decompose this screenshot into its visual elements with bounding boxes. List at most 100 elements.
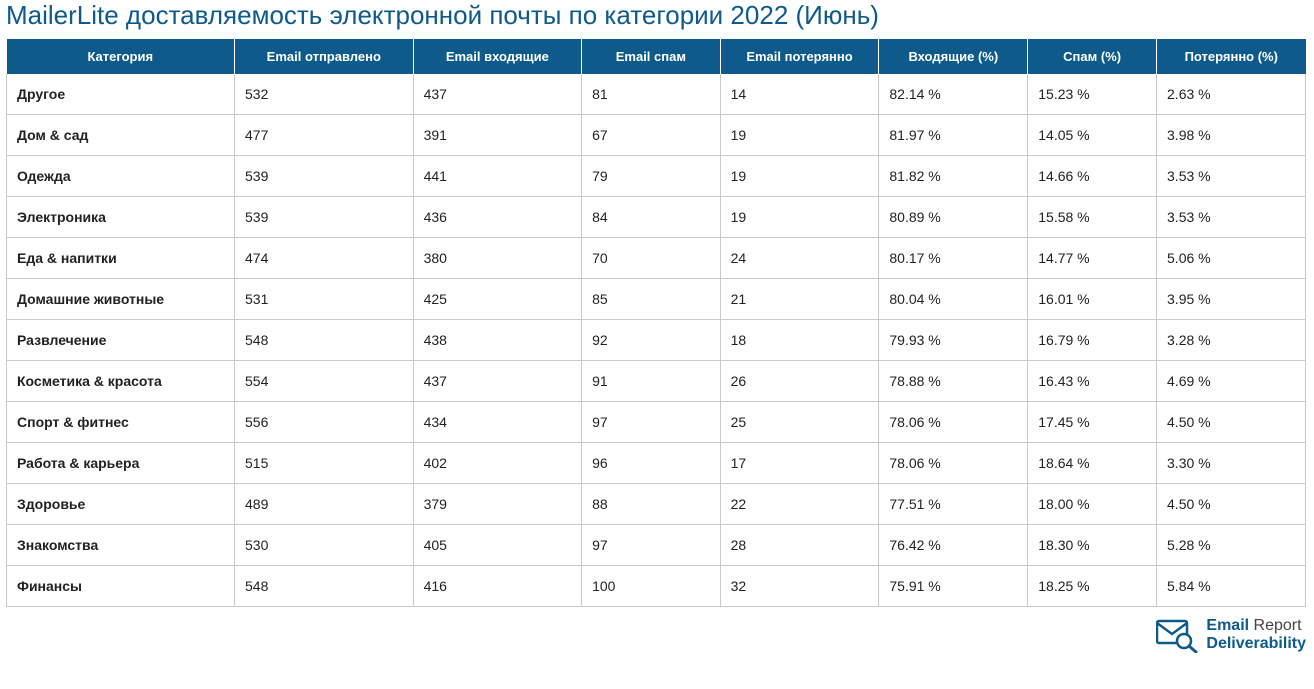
table-cell: 14.05 %	[1028, 115, 1157, 156]
col-header-spam: Email спам	[582, 39, 721, 74]
table-cell: 79.93 %	[879, 320, 1028, 361]
table-cell: 14	[720, 74, 879, 115]
footer-brand-rest: Report	[1249, 617, 1301, 634]
table-cell: 5.06 %	[1157, 238, 1306, 279]
table-cell: 78.88 %	[879, 361, 1028, 402]
table-cell: 16.79 %	[1028, 320, 1157, 361]
table-header-row: Категория Email отправлено Email входящи…	[7, 39, 1306, 74]
table-cell: 489	[235, 484, 414, 525]
table-cell: 81.97 %	[879, 115, 1028, 156]
table-cell: 97	[582, 525, 721, 566]
table-row: Дом & сад477391671981.97 %14.05 %3.98 %	[7, 115, 1306, 156]
table-cell: 438	[413, 320, 582, 361]
table-cell: 14.66 %	[1028, 156, 1157, 197]
table-cell: 80.04 %	[879, 279, 1028, 320]
table-cell: 67	[582, 115, 721, 156]
table-cell: 405	[413, 525, 582, 566]
table-cell: 18.00 %	[1028, 484, 1157, 525]
table-cell: 3.53 %	[1157, 156, 1306, 197]
table-cell: 70	[582, 238, 721, 279]
table-row: Другое532437811482.14 %15.23 %2.63 %	[7, 74, 1306, 115]
table-row: Электроника539436841980.89 %15.58 %3.53 …	[7, 197, 1306, 238]
table-cell: 26	[720, 361, 879, 402]
table-cell: 15.58 %	[1028, 197, 1157, 238]
table-cell: 77.51 %	[879, 484, 1028, 525]
deliverability-table: Категория Email отправлено Email входящи…	[6, 39, 1306, 607]
table-cell: 82.14 %	[879, 74, 1028, 115]
table-cell: 437	[413, 74, 582, 115]
table-cell: 80.89 %	[879, 197, 1028, 238]
table-cell: Дом & сад	[7, 115, 235, 156]
table-cell: Знакомства	[7, 525, 235, 566]
table-cell: 96	[582, 443, 721, 484]
table-cell: 79	[582, 156, 721, 197]
table-cell: 3.98 %	[1157, 115, 1306, 156]
table-cell: 84	[582, 197, 721, 238]
table-cell: 75.91 %	[879, 566, 1028, 607]
table-cell: 16.01 %	[1028, 279, 1157, 320]
table-cell: Финансы	[7, 566, 235, 607]
table-cell: 4.50 %	[1157, 484, 1306, 525]
table-cell: 18.64 %	[1028, 443, 1157, 484]
table-cell: 532	[235, 74, 414, 115]
table-cell: 19	[720, 115, 879, 156]
table-cell: Одежда	[7, 156, 235, 197]
table-cell: 548	[235, 566, 414, 607]
table-cell: 2.63 %	[1157, 74, 1306, 115]
footer-brand: Email Report Deliverability	[6, 617, 1306, 653]
table-cell: 3.28 %	[1157, 320, 1306, 361]
envelope-magnifier-icon	[1156, 617, 1198, 653]
table-cell: Домашние животные	[7, 279, 235, 320]
table-row: Еда & напитки474380702480.17 %14.77 %5.0…	[7, 238, 1306, 279]
table-cell: 19	[720, 156, 879, 197]
table-cell: Работа & карьера	[7, 443, 235, 484]
table-cell: 5.28 %	[1157, 525, 1306, 566]
table-cell: 3.53 %	[1157, 197, 1306, 238]
col-header-lost-pct: Потерянно (%)	[1157, 39, 1306, 74]
table-cell: 18	[720, 320, 879, 361]
col-header-spam-pct: Спам (%)	[1028, 39, 1157, 74]
footer-brand-bold: Email	[1206, 617, 1249, 634]
table-cell: 379	[413, 484, 582, 525]
table-cell: 441	[413, 156, 582, 197]
col-header-inbox-pct: Входящие (%)	[879, 39, 1028, 74]
table-cell: 530	[235, 525, 414, 566]
table-cell: 19	[720, 197, 879, 238]
table-cell: Развлечение	[7, 320, 235, 361]
table-cell: 554	[235, 361, 414, 402]
table-row: Спорт & фитнес556434972578.06 %17.45 %4.…	[7, 402, 1306, 443]
table-cell: 78.06 %	[879, 443, 1028, 484]
table-cell: 16.43 %	[1028, 361, 1157, 402]
table-cell: 548	[235, 320, 414, 361]
table-cell: 380	[413, 238, 582, 279]
col-header-inbox: Email входящие	[413, 39, 582, 74]
table-cell: 437	[413, 361, 582, 402]
table-cell: 78.06 %	[879, 402, 1028, 443]
table-row: Домашние животные531425852180.04 %16.01 …	[7, 279, 1306, 320]
table-row: Косметика & красота554437912678.88 %16.4…	[7, 361, 1306, 402]
table-row: Развлечение548438921879.93 %16.79 %3.28 …	[7, 320, 1306, 361]
table-cell: 402	[413, 443, 582, 484]
table-cell: 436	[413, 197, 582, 238]
table-cell: Спорт & фитнес	[7, 402, 235, 443]
table-row: Одежда539441791981.82 %14.66 %3.53 %	[7, 156, 1306, 197]
table-cell: 477	[235, 115, 414, 156]
table-cell: 515	[235, 443, 414, 484]
col-header-category: Категория	[7, 39, 235, 74]
table-cell: 4.69 %	[1157, 361, 1306, 402]
table-cell: 5.84 %	[1157, 566, 1306, 607]
table-cell: 92	[582, 320, 721, 361]
table-cell: 425	[413, 279, 582, 320]
table-cell: 3.30 %	[1157, 443, 1306, 484]
col-header-lost: Email потерянно	[720, 39, 879, 74]
table-cell: 14.77 %	[1028, 238, 1157, 279]
table-cell: 539	[235, 197, 414, 238]
col-header-sent: Email отправлено	[235, 39, 414, 74]
table-cell: 32	[720, 566, 879, 607]
table-cell: 434	[413, 402, 582, 443]
table-cell: 391	[413, 115, 582, 156]
table-cell: 81	[582, 74, 721, 115]
table-row: Знакомства530405972876.42 %18.30 %5.28 %	[7, 525, 1306, 566]
table-row: Финансы5484161003275.91 %18.25 %5.84 %	[7, 566, 1306, 607]
table-cell: 91	[582, 361, 721, 402]
